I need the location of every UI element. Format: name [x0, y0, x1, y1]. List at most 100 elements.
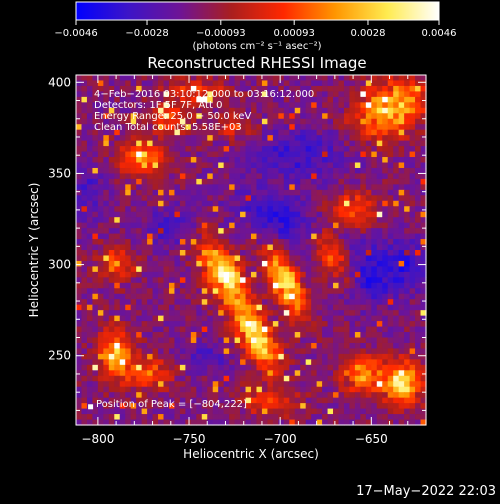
- heatmap-cell: [278, 162, 285, 169]
- heatmap-cell: [305, 189, 312, 196]
- heatmap-cell: [196, 178, 203, 185]
- heatmap-cell: [327, 228, 334, 235]
- heatmap-cell: [97, 370, 104, 377]
- heatmap-cell: [387, 277, 394, 284]
- heatmap-cell: [76, 184, 83, 191]
- heatmap-cell: [147, 381, 154, 388]
- heatmap-cell: [387, 206, 394, 213]
- heatmap-cell: [163, 392, 170, 399]
- heatmap-cell: [256, 403, 263, 410]
- heatmap-cell: [223, 337, 230, 344]
- heatmap-cell: [81, 419, 88, 426]
- heatmap-cell: [158, 228, 165, 235]
- heatmap-cell: [114, 293, 121, 300]
- heatmap-cell: [234, 397, 241, 404]
- heatmap-cell: [103, 195, 110, 202]
- heatmap-cell: [261, 244, 269, 251]
- heatmap-cell: [229, 299, 236, 306]
- heatmap-cell: [97, 414, 104, 421]
- heatmap-cell: [86, 408, 94, 415]
- heatmap-cell: [322, 151, 329, 158]
- heatmap-cell: [92, 364, 99, 371]
- heatmap-cell: [316, 266, 323, 273]
- heatmap-cell: [261, 113, 269, 120]
- heatmap-cell: [179, 217, 186, 224]
- heatmap-cell: [251, 299, 258, 306]
- heatmap-cell: [81, 310, 88, 317]
- heatmap-cell: [387, 255, 394, 262]
- heatmap-cell: [229, 200, 236, 207]
- heatmap-cell: [398, 408, 405, 415]
- heatmap-cell: [283, 348, 290, 355]
- heatmap-cell: [185, 342, 192, 350]
- heatmap-cell: [86, 271, 94, 278]
- heatmap-cell: [338, 315, 345, 322]
- heatmap-cell: [420, 195, 427, 202]
- heatmap-cell: [338, 96, 345, 103]
- heatmap-cell: [240, 206, 247, 213]
- heatmap-cell: [316, 80, 323, 87]
- heatmap-cell: [240, 228, 247, 235]
- heatmap-cell: [251, 135, 258, 142]
- heatmap-cell: [218, 80, 225, 87]
- heatmap-cell: [294, 353, 301, 360]
- heatmap-cell: [207, 419, 214, 426]
- heatmap-cell: [333, 408, 340, 415]
- heatmap-cell: [305, 239, 312, 246]
- heatmap-cell: [333, 91, 340, 98]
- heatmap-cell: [256, 397, 263, 404]
- heatmap-cell: [420, 129, 427, 136]
- heatmap-cell: [376, 162, 383, 169]
- heatmap-cell: [354, 271, 361, 278]
- heatmap-cell: [190, 321, 197, 328]
- heatmap-cell: [327, 80, 334, 87]
- heatmap-cell: [404, 102, 411, 109]
- heatmap-cell: [201, 321, 208, 328]
- heatmap-cell: [371, 370, 378, 377]
- heatmap-cell: [114, 326, 121, 333]
- heatmap-cell: [289, 293, 296, 300]
- heatmap-cell: [245, 277, 252, 284]
- heatmap-cell: [415, 80, 422, 87]
- heatmap-cell: [163, 304, 170, 311]
- heatmap-cell: [207, 206, 214, 213]
- heatmap-cell: [179, 392, 186, 399]
- heatmap-cell: [201, 124, 208, 131]
- heatmap-cell: [338, 288, 345, 295]
- heatmap-cell: [114, 353, 121, 360]
- heatmap-cell: [103, 392, 110, 399]
- heatmap-cell: [300, 200, 307, 207]
- heatmap-cell: [404, 244, 411, 251]
- heatmap-cell: [207, 173, 214, 180]
- heatmap-cell: [283, 228, 290, 235]
- heatmap-cell: [387, 353, 394, 360]
- heatmap-cell: [349, 271, 356, 278]
- heatmap-cell: [349, 167, 356, 175]
- heatmap-cell: [97, 299, 104, 306]
- heatmap-cell: [382, 370, 389, 377]
- heatmap-cell: [218, 217, 225, 224]
- heatmap-cell: [190, 102, 197, 109]
- heatmap-cell: [343, 293, 351, 300]
- heatmap-cell: [174, 359, 181, 366]
- heatmap-cell: [125, 118, 132, 125]
- heatmap-cell: [207, 408, 214, 415]
- heatmap-cell: [86, 244, 94, 251]
- heatmap-cell: [289, 157, 296, 164]
- heatmap-cell: [382, 392, 389, 399]
- heatmap-cell: [190, 80, 197, 87]
- heatmap-cell: [349, 228, 356, 235]
- heatmap-cell: [125, 173, 132, 180]
- heatmap-cell: [223, 359, 230, 366]
- heatmap-cell: [223, 419, 230, 426]
- heatmap-cell: [147, 397, 154, 404]
- heatmap-cell: [207, 184, 214, 191]
- heatmap-cell: [371, 244, 378, 251]
- plot-frame: [75, 74, 427, 426]
- heatmap-cell: [108, 321, 115, 328]
- heatmap-cell: [147, 85, 154, 93]
- heatmap-cell: [103, 386, 110, 393]
- heatmap-cell: [130, 397, 137, 404]
- heatmap-cell: [223, 178, 230, 185]
- heatmap-cell: [92, 75, 99, 82]
